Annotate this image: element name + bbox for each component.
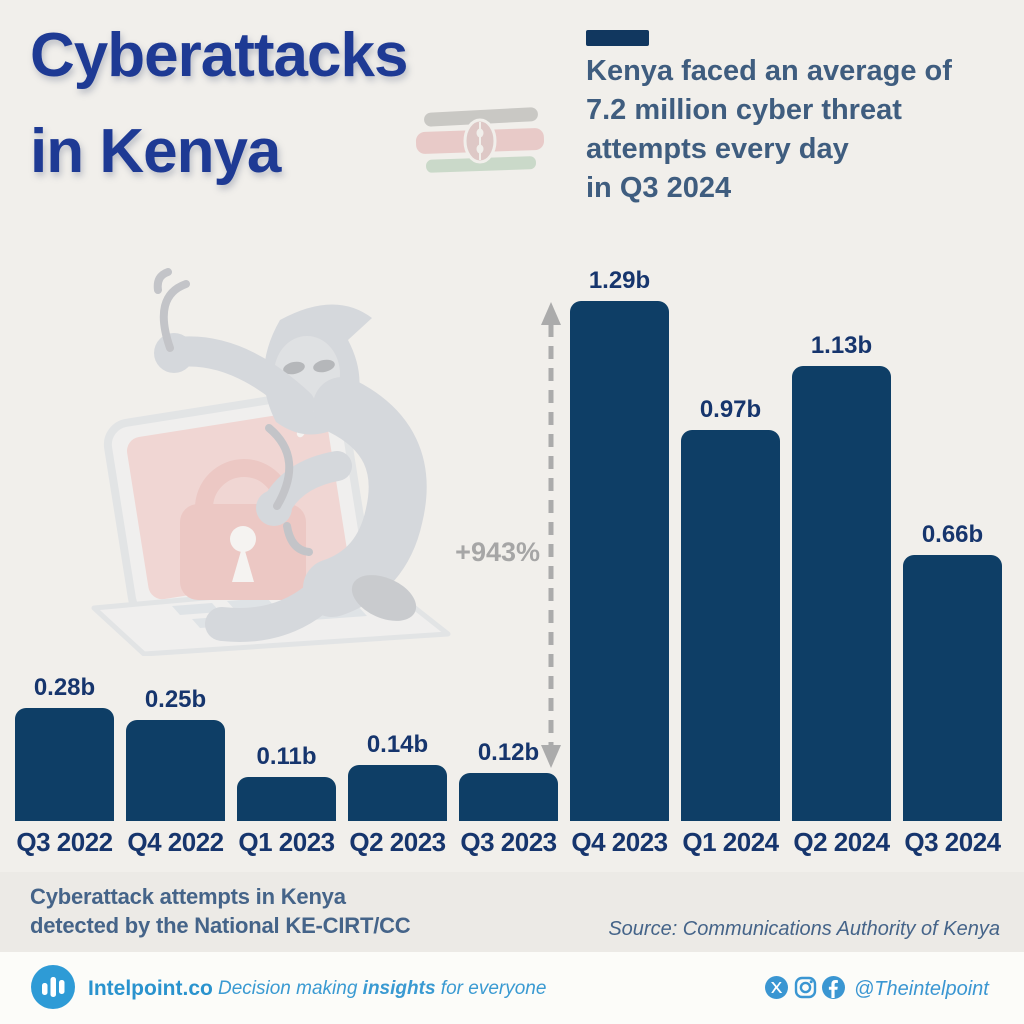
growth-annotation-label: +943%	[455, 537, 540, 567]
x-axis-label-q2-2024: Q2 2024	[793, 827, 890, 857]
bar-column-q2-2024: 1.13b	[792, 332, 891, 821]
x-axis-label-q4-2022: Q4 2022	[127, 827, 224, 857]
bar-column-q1-2023: 0.11b	[237, 743, 336, 821]
bar-column-q1-2024: 0.97b	[681, 396, 780, 821]
tagline-prefix: Decision making	[218, 978, 363, 999]
bar-column-q3-2023: 0.12b	[459, 739, 558, 821]
brand-tagline: Decision making insights for everyone	[218, 978, 546, 1000]
bar-value-label: 0.12b	[477, 739, 540, 766]
bar-value-label: 1.13b	[810, 332, 873, 359]
x-axis-label-q2-2023: Q2 2023	[349, 827, 446, 857]
x-axis-label-q1-2023: Q1 2023	[238, 827, 335, 857]
x-axis-label-q3-2022: Q3 2022	[16, 827, 113, 857]
bar-q1-2024	[681, 430, 780, 821]
key-stat-text: Kenya faced an average of 7.2 million cy…	[586, 55, 952, 204]
bar-q2-2023	[348, 765, 447, 821]
bar-value-label: 0.28b	[33, 674, 96, 701]
bar-q4-2023	[570, 301, 669, 821]
bar-value-label: 0.97b	[699, 396, 762, 423]
bar-column-q3-2022: 0.28b	[15, 674, 114, 821]
bar-column-q3-2024: 0.66b	[903, 521, 1002, 821]
caption-strip: Cyberattack attempts in Kenya detected b…	[0, 872, 1024, 952]
title-line-2: in Kenya	[30, 117, 281, 186]
x-axis-label-q1-2024: Q1 2024	[682, 827, 779, 857]
bar-q1-2023	[237, 777, 336, 821]
bar-q2-2024	[792, 366, 891, 821]
kenya-flag-icon	[415, 107, 545, 173]
tagline-suffix: for everyone	[435, 978, 547, 999]
bar-q3-2023	[459, 773, 558, 821]
hacker-illustration	[91, 268, 451, 656]
title-line-1: Cyberattacks	[30, 21, 408, 90]
bar-value-label: 0.25b	[144, 686, 207, 713]
bar-q4-2022	[126, 720, 225, 821]
bar-q3-2022	[15, 708, 114, 821]
social-handle: @Theintelpoint	[854, 978, 989, 1000]
bar-value-label: 1.29b	[588, 267, 651, 294]
source-note: Source: Communications Authority of Keny…	[608, 918, 1000, 940]
footer-bar: Intelpoint.co Decision making insights f…	[0, 952, 1024, 1024]
page-title: Cyberattacks in Kenya	[30, 8, 408, 200]
bar-value-label: 0.66b	[921, 521, 984, 548]
accent-bar	[586, 30, 649, 46]
instagram-icon	[794, 976, 817, 999]
x-axis-label-q4-2023: Q4 2023	[571, 827, 668, 857]
tagline-bold: insights	[362, 978, 436, 999]
growth-arrow-icon	[541, 302, 561, 768]
chart-caption: Cyberattack attempts in Kenya detected b…	[30, 884, 411, 938]
bar-q3-2024	[903, 555, 1002, 821]
bar-chart: 0.28b 0.25b 0.11b 0.14b 0.12b 1.29b 0.97b 1.13b…	[15, 267, 1002, 821]
bar-column-q4-2022: 0.25b	[126, 686, 225, 821]
brand-name: Intelpoint.co	[88, 977, 213, 1000]
x-twitter-icon	[765, 976, 788, 999]
bar-column-q4-2023: 1.29b	[570, 267, 669, 821]
x-axis-labels: Q3 2022 Q4 2022 Q1 2023 Q2 2023 Q3 2023 Q4 20…	[15, 827, 1002, 858]
bar-chart-logo-icon	[31, 965, 75, 1009]
bar-column-q2-2023: 0.14b	[348, 731, 447, 821]
bar-value-label: 0.11b	[256, 743, 317, 770]
x-axis-label-q3-2024: Q3 2024	[904, 827, 1001, 857]
facebook-icon	[822, 976, 845, 999]
bar-value-label: 0.14b	[366, 731, 429, 758]
x-axis-label-q3-2023: Q3 2023	[460, 827, 557, 857]
